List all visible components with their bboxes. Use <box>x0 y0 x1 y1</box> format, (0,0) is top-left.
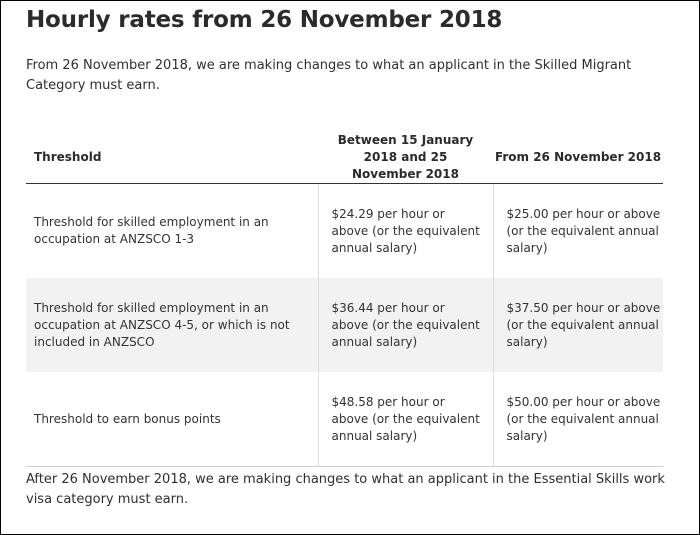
header-from: From 26 November 2018 <box>493 132 663 184</box>
header-between: Between 15 January 2018 and 25 November … <box>318 132 493 184</box>
cell-threshold: Threshold for skilled employment in an o… <box>34 215 269 246</box>
cell-threshold: Threshold for skilled employment in an o… <box>26 278 318 372</box>
cell-between: $36.44 per hour or above (or the equival… <box>317 278 494 372</box>
cell-from: $25.00 per hour or above (or the equival… <box>506 206 661 255</box>
rates-table: Threshold Between 15 January 2018 and 25… <box>26 132 663 467</box>
header-threshold: Threshold <box>26 132 318 184</box>
table-row: Threshold for skilled employment in an o… <box>26 278 663 372</box>
table-row: Threshold to earn bonus points $48.58 pe… <box>26 372 663 467</box>
cell-threshold: Threshold to earn bonus points <box>26 372 318 467</box>
table-header-row: Threshold Between 15 January 2018 and 25… <box>26 132 663 184</box>
cell-from: $50.00 per hour or above (or the equival… <box>493 372 663 467</box>
cell-from: $37.50 per hour or above (or the equival… <box>493 278 663 372</box>
page-title: Hourly rates from 26 November 2018 <box>26 7 503 33</box>
header-between-text: Between 15 January 2018 and 25 November … <box>337 133 474 181</box>
intro-paragraph: From 26 November 2018, we are making cha… <box>26 58 632 93</box>
cell-between: $48.58 per hour or above (or the equival… <box>317 372 494 467</box>
cell-between: $24.29 per hour or above (or the equival… <box>317 183 494 278</box>
table-row: Threshold for skilled employment in an o… <box>26 183 663 278</box>
after-paragraph: After 26 November 2018, we are making ch… <box>26 472 665 507</box>
